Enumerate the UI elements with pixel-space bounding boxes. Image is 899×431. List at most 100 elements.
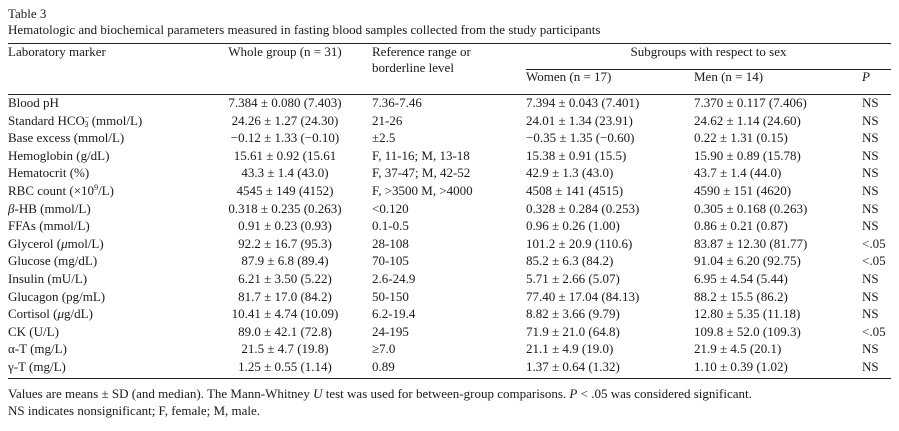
cell-p: NS (862, 341, 879, 357)
table-footnote: Values are means ± SD (and median). The … (8, 385, 752, 419)
table-row: Base excess (mmol/L) −0.12 ± 1.33 (−0.10)… (8, 129, 891, 147)
table-row: Glucose (mg/dL) 87.9 ± 6.8 (89.4) 70-105 85… (8, 252, 891, 270)
cell-marker: Standard HCO−3 (mmol/L) (8, 112, 143, 129)
cell-reference: 2.6-24.9 (372, 270, 416, 286)
header-rule (8, 94, 891, 95)
table-caption: Table 3 Hematologic and biochemical para… (8, 6, 600, 38)
cell-marker: Blood pH (8, 95, 59, 110)
cell-men: 24.62 ± 1.14 (24.60) (694, 112, 801, 128)
cell-men: 21.9 ± 4.5 (20.1) (694, 341, 782, 357)
table-row: Standard HCO−3 (mmol/L) 24.26 ± 1.27 (24.… (8, 112, 891, 130)
cell-reference: ±2.5 (372, 130, 396, 146)
cell-men: 83.87 ± 12.30 (81.77) (694, 235, 808, 251)
header-marker: Laboratory marker (8, 44, 106, 59)
cell-marker: RBC count (×109/L) (8, 182, 114, 198)
cell-reference: 7.36-7.46 (372, 95, 422, 110)
cell-whole: 15.61 ± 0.92 (15.61 (233, 147, 337, 163)
bottom-rule (8, 378, 891, 379)
cell-p: NS (862, 288, 879, 304)
cell-reference: F, >3500 M, >4000 (372, 182, 473, 198)
cell-reference: <0.120 (372, 200, 409, 216)
cell-marker: Hemoglobin (g/dL) (8, 147, 110, 163)
header-p: P (862, 69, 870, 84)
table-row: Insulin (mU/L) 6.21 ± 3.50 (5.22) 2.6-24.9… (8, 270, 891, 288)
cell-marker: Glycerol (μmol/L) (8, 235, 104, 251)
cell-men: 0.22 ± 1.31 (0.15) (694, 130, 788, 146)
cell-men: 15.90 ± 0.89 (15.78) (694, 147, 801, 163)
cell-reference: ≥7.0 (372, 341, 396, 357)
cell-whole: 92.2 ± 16.7 (95.3) (238, 235, 332, 251)
header-reference: Reference range or borderline level (372, 44, 526, 94)
table-body: Blood pH 7.384 ± 0.080 (7.403) 7.36-7.46 7.… (8, 94, 891, 376)
cell-women: 101.2 ± 20.9 (110.6) (526, 235, 633, 251)
cell-men: 0.86 ± 0.21 (0.87) (694, 218, 788, 234)
cell-women: 0.328 ± 0.284 (0.253) (526, 200, 640, 216)
cell-whole: 89.0 ± 42.1 (72.8) (238, 323, 332, 339)
cell-women: 7.394 ± 0.043 (7.401) (526, 95, 640, 110)
table-row: Glucagon (pg/mL) 81.7 ± 17.0 (84.2) 50-150… (8, 288, 891, 306)
cell-women: 0.96 ± 0.26 (1.00) (526, 218, 620, 234)
cell-men: 91.04 ± 6.20 (92.75) (694, 253, 801, 269)
table-label: Table 3 (8, 6, 47, 21)
cell-reference: F, 11-16; M, 13-18 (372, 147, 470, 163)
data-table: Laboratory marker Whole group (n = 31) R… (8, 44, 891, 376)
cell-women: 5.71 ± 2.66 (5.07) (526, 270, 620, 286)
cell-whole: 6.21 ± 3.50 (5.22) (238, 270, 332, 286)
cell-whole: 4545 ± 149 (4152) (236, 182, 334, 198)
top-rule (8, 43, 891, 44)
cell-marker: Cortisol (μg/dL) (8, 306, 93, 322)
table-row: FFAs (mmol/L) 0.91 ± 0.23 (0.93) 0.1-0.5 0.… (8, 217, 891, 235)
cell-p: NS (862, 147, 879, 163)
table-row: γ-T (mg/L) 1.25 ± 0.55 (1.14) 0.89 1.37 ± 0… (8, 358, 891, 376)
footnote-line2: NS indicates nonsignificant; F, female; … (8, 403, 261, 418)
table-row: Glycerol (μmol/L) 92.2 ± 16.7 (95.3) 28-10… (8, 235, 891, 253)
table-row: Hemoglobin (g/dL) 15.61 ± 0.92 (15.61 F, 1… (8, 147, 891, 165)
cell-women: 24.01 ± 1.34 (23.91) (526, 112, 633, 128)
cell-men: 0.305 ± 0.168 (0.263) (694, 200, 808, 216)
cell-men: 6.95 ± 4.54 (5.44) (694, 270, 788, 286)
header-subgroups: Subgroups with respect to sex (630, 44, 787, 59)
cell-reference: 28-108 (372, 235, 409, 251)
cell-whole: −0.12 ± 1.33 (−0.10) (230, 130, 340, 146)
header-women: Women (n = 17) (526, 69, 612, 84)
header-men: Men (n = 14) (694, 69, 764, 84)
cell-whole: 1.25 ± 0.55 (1.14) (238, 358, 332, 374)
cell-p: NS (862, 182, 879, 198)
cell-reference: F, 37-47; M, 42-52 (372, 165, 471, 181)
header-reference-line1: Reference range or (372, 44, 471, 59)
header-reference-line2: borderline level (372, 60, 454, 75)
cell-reference: 21-26 (372, 112, 403, 128)
subgroup-rule (526, 69, 891, 70)
cell-men: 7.370 ± 0.117 (7.406) (694, 95, 807, 110)
cell-whole: 21.5 ± 4.7 (19.8) (241, 341, 329, 357)
cell-p: NS (862, 165, 879, 181)
table-title: Hematologic and biochemical parameters m… (8, 22, 601, 37)
cell-p: NS (862, 112, 879, 128)
cell-women: 85.2 ± 6.3 (84.2) (526, 253, 614, 269)
cell-marker: Glucagon (pg/mL) (8, 288, 106, 304)
cell-whole: 7.384 ± 0.080 (7.403) (228, 95, 342, 110)
table-row: Cortisol (μg/dL) 10.41 ± 4.74 (10.09) 6.2-… (8, 305, 891, 323)
footnote-line1: Values are means ± SD (and median). The … (8, 386, 752, 401)
table-row: α-T (mg/L) 21.5 ± 4.7 (19.8) ≥7.0 21.1 ± 4.… (8, 340, 891, 358)
cell-men: 12.80 ± 5.35 (11.18) (694, 306, 801, 322)
cell-reference: 70-105 (372, 253, 409, 269)
cell-whole: 0.318 ± 0.235 (0.263) (228, 200, 342, 216)
cell-women: 21.1 ± 4.9 (19.0) (526, 341, 614, 357)
cell-marker: β-HB (mmol/L) (8, 200, 91, 216)
cell-marker: α-T (mg/L) (8, 341, 67, 357)
cell-whole: 87.9 ± 6.8 (89.4) (241, 253, 329, 269)
cell-p: NS (862, 218, 879, 234)
cell-p: <.05 (862, 235, 886, 251)
cell-p: NS (862, 306, 879, 322)
cell-whole: 0.91 ± 0.23 (0.93) (238, 218, 332, 234)
cell-p: NS (862, 130, 879, 146)
cell-p: NS (862, 270, 879, 286)
cell-men: 43.7 ± 1.4 (44.0) (694, 165, 782, 181)
cell-whole: 43.3 ± 1.4 (43.0) (241, 165, 329, 181)
table-row: Hematocrit (%) 43.3 ± 1.4 (43.0) F, 37-47;… (8, 164, 891, 182)
table-header: Laboratory marker Whole group (n = 31) R… (8, 44, 891, 94)
cell-marker: γ-T (mg/L) (8, 358, 66, 374)
cell-marker: FFAs (mmol/L) (8, 218, 90, 234)
